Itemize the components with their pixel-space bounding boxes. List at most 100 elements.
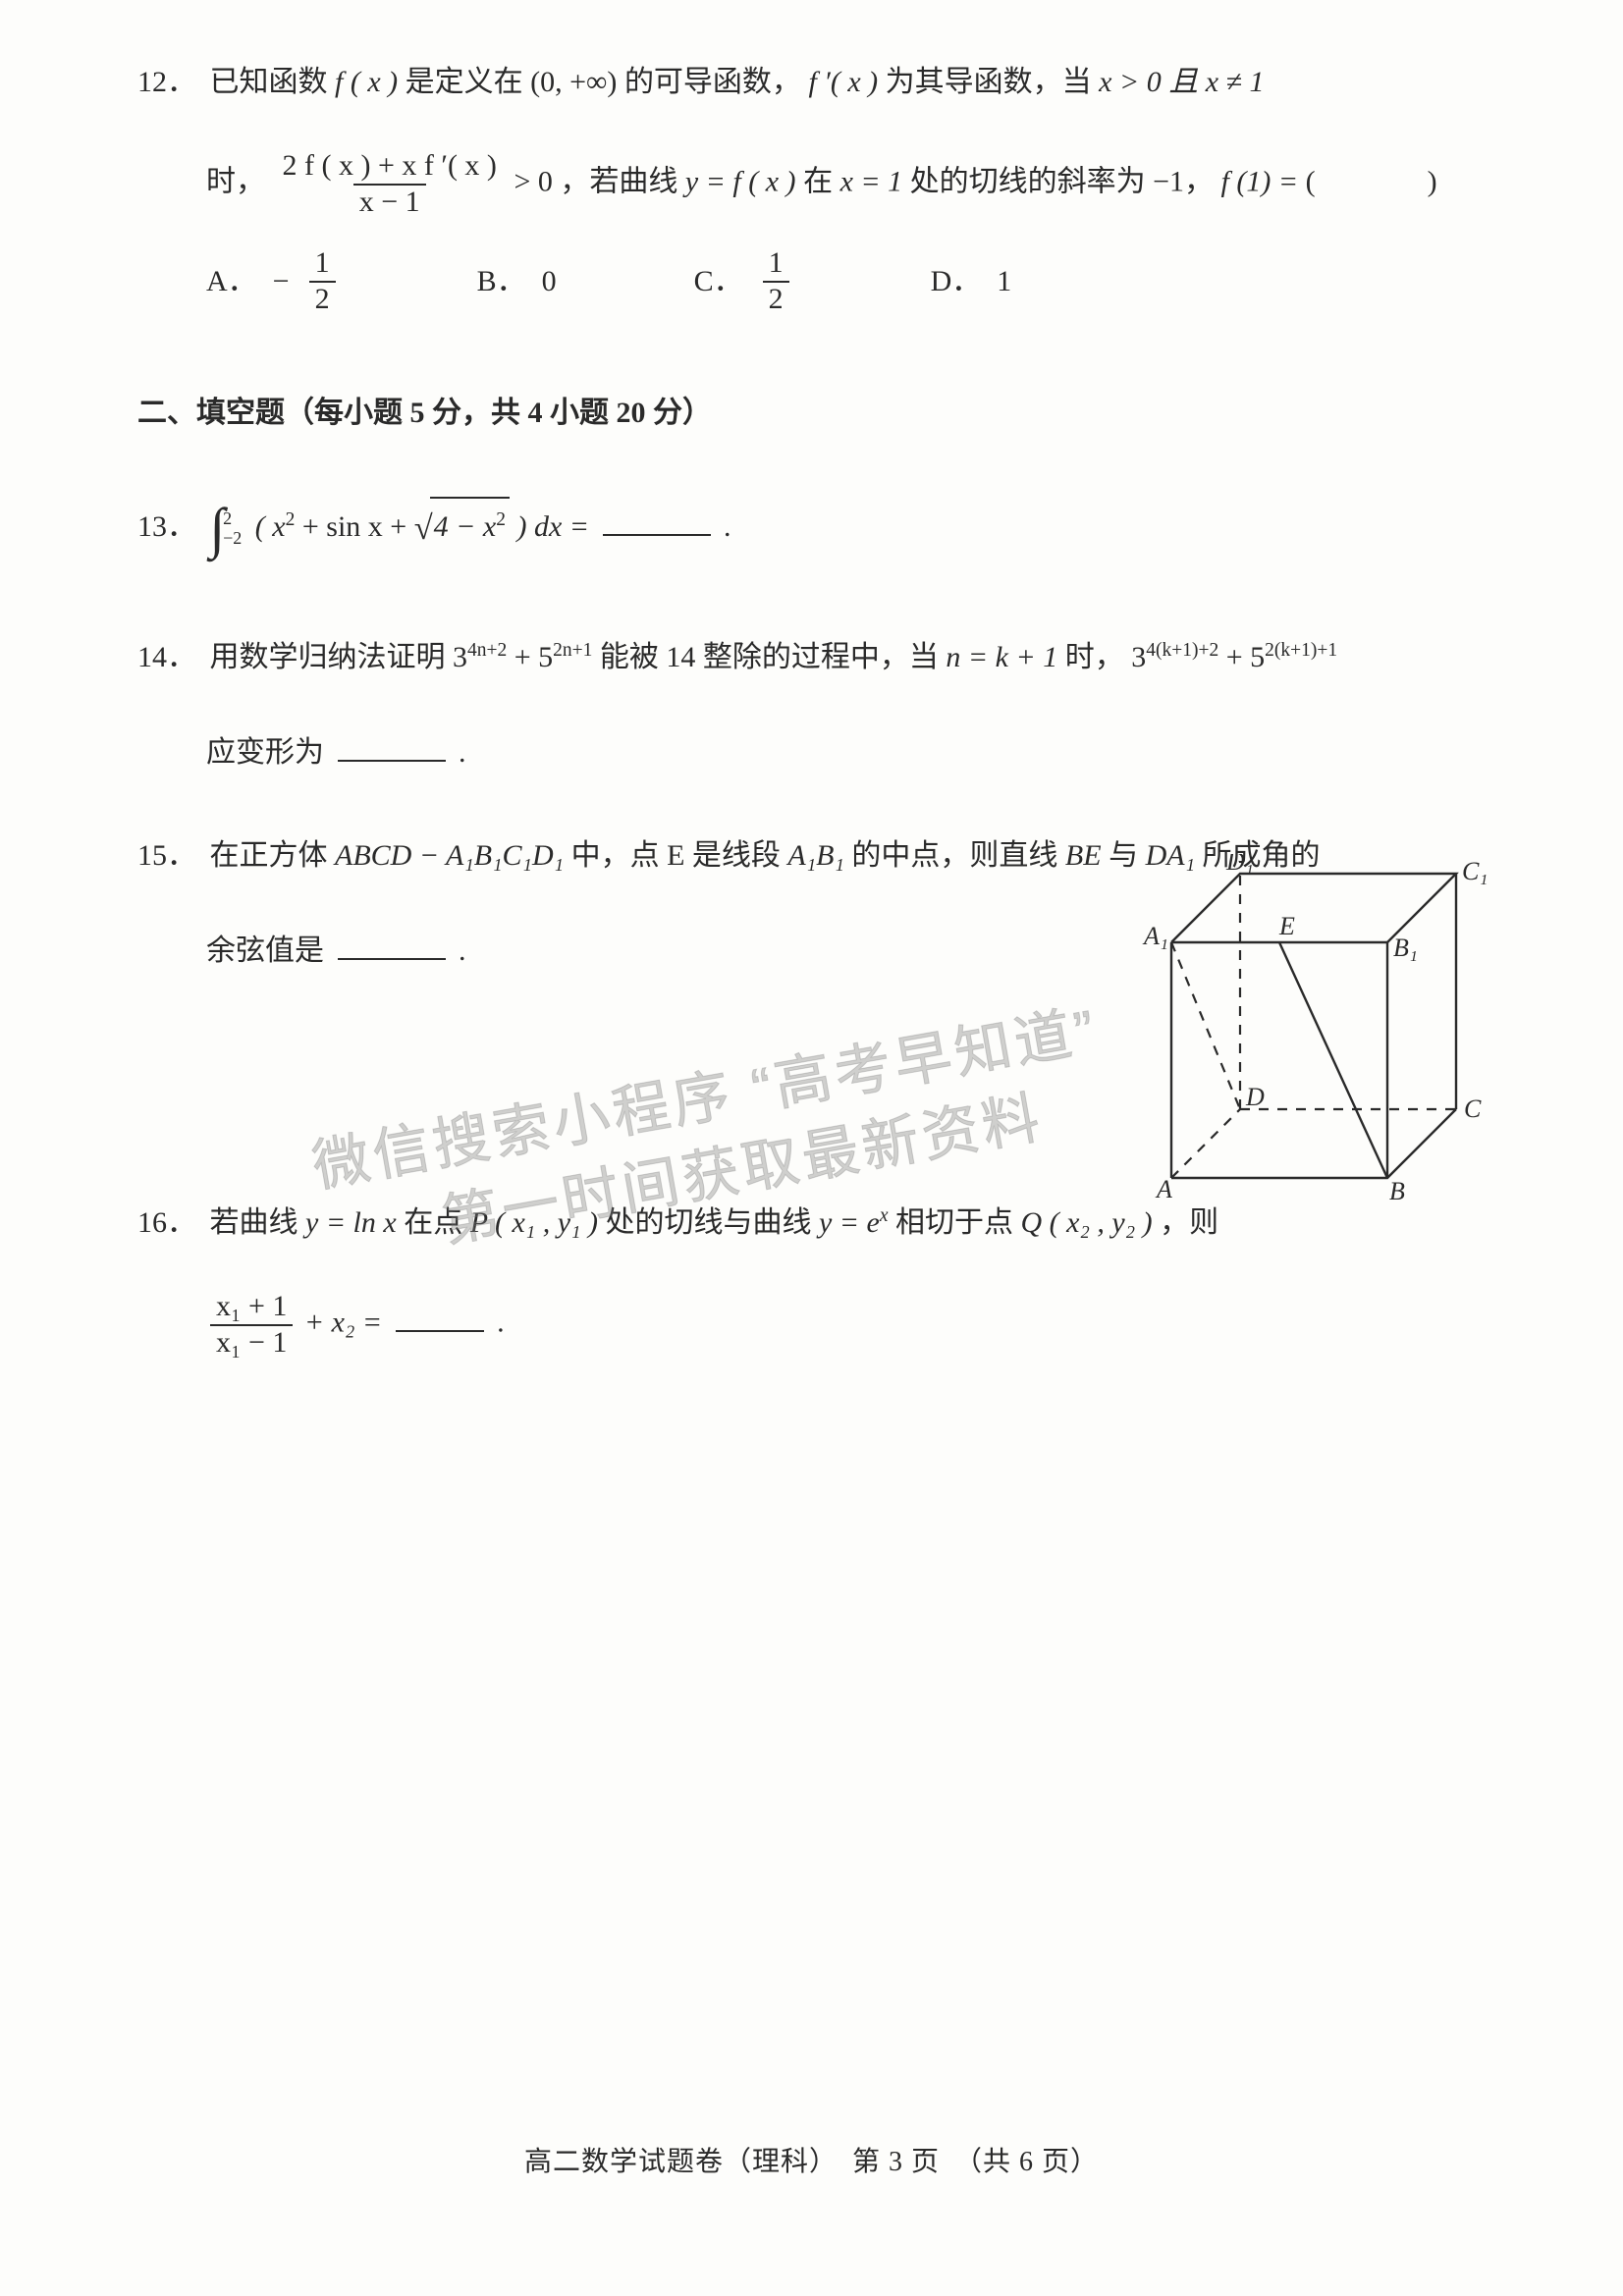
option-A-label: A． xyxy=(206,253,257,309)
sqrt: √ 4 − x2 xyxy=(414,497,510,561)
svg-text:B₁: B₁ xyxy=(1393,934,1418,962)
svg-text:A₁: A₁ xyxy=(1142,922,1168,950)
q14-text: 能被 14 整除的过程中，当 xyxy=(600,641,947,673)
q12-cond: x > 0 且 x ≠ 1 xyxy=(1099,66,1264,98)
period: . xyxy=(459,934,466,967)
q12-fx: f ( x ) xyxy=(335,66,398,98)
q12-options: A． − 1 2 B． 0 C． 1 2 D． 1 xyxy=(137,246,1515,316)
page-footer: 高二数学试题卷（理科） 第 3 页 （共 6 页） xyxy=(0,2136,1623,2188)
q12-text: 时， xyxy=(206,165,265,197)
answer-blank xyxy=(603,505,711,536)
q14-text: 用数学归纳法证明 xyxy=(210,641,454,673)
q12-x1: x = 1 xyxy=(840,165,903,197)
svg-text:C: C xyxy=(1464,1095,1482,1123)
period: . xyxy=(724,510,731,543)
q12-number: 12． xyxy=(137,54,202,110)
q12-frac-den: x − 1 xyxy=(353,184,426,220)
q16-P: P ( x₁ , y₁ ) xyxy=(470,1206,598,1239)
int-lower: −2 xyxy=(223,529,242,549)
q12-text: 在 xyxy=(803,165,840,197)
svg-text:B: B xyxy=(1389,1177,1405,1205)
q15-seg: A₁B₁ xyxy=(787,839,844,872)
question-14: 14． 用数学归纳法证明 34n+2 + 52n+1 能被 14 整除的过程中，… xyxy=(137,629,1515,780)
q12-text: ，若曲线 xyxy=(560,165,685,197)
q16-line2: x₁ + 1 x₁ − 1 + x₂ = . xyxy=(137,1290,1515,1360)
q14-line2: 应变形为 . xyxy=(137,724,1515,780)
cube-diagram: A B C D A₁ B₁ C₁ D₁ E xyxy=(1132,854,1495,1217)
option-B-val: 0 xyxy=(542,253,557,309)
q14-line1: 14． 用数学归纳法证明 34n+2 + 52n+1 能被 14 整除的过程中，… xyxy=(137,629,1515,685)
q15-number: 15． xyxy=(137,828,202,883)
exam-page: 12． 已知函数 f ( x ) 是定义在 (0, +∞) 的可导函数， f ′… xyxy=(0,0,1623,2296)
q12-text: 为其导函数，当 xyxy=(886,66,1100,98)
q12-text: 已知函数 xyxy=(210,66,336,98)
integrand: ( x2 + sin x + √ 4 − x2 ) dx = xyxy=(255,510,597,543)
option-A-frac: 1 2 xyxy=(309,246,336,316)
q14-nk: n = k + 1 xyxy=(946,641,1057,673)
q15-BE: BE xyxy=(1065,839,1102,872)
option-C-label: C． xyxy=(694,253,743,309)
q14-text: 时， xyxy=(1065,641,1124,673)
answer-blank xyxy=(338,730,446,762)
q16-number: 16． xyxy=(137,1195,202,1251)
q13-number: 13． xyxy=(137,499,202,555)
q16-text: 相切于点 xyxy=(895,1206,1021,1239)
option-B-label: B． xyxy=(477,253,526,309)
q12-frac-num: 2 f ( x ) + x f ′( x ) xyxy=(277,149,503,184)
option-D-label: D． xyxy=(931,253,982,309)
q16-lnx: y = ln x xyxy=(305,1206,397,1239)
q12-line2: 时， 2 f ( x ) + x f ′( x ) x − 1 > 0 ，若曲线… xyxy=(137,149,1515,219)
sqrt-body: 4 − x2 xyxy=(430,497,510,555)
svg-text:E: E xyxy=(1278,912,1295,940)
svg-text:C₁: C₁ xyxy=(1462,857,1488,885)
answer-blank xyxy=(338,929,446,960)
q16-text: 处的切线与曲线 xyxy=(605,1206,819,1239)
q15-text: 的中点，则直线 xyxy=(851,839,1065,872)
option-C-frac: 1 2 xyxy=(763,246,789,316)
period: . xyxy=(497,1307,505,1339)
q14-number: 14． xyxy=(137,629,202,685)
option-D-val: 1 xyxy=(997,253,1011,309)
q12-f1: f (1) = xyxy=(1221,165,1306,197)
q15-text: 余弦值是 xyxy=(206,934,324,967)
q16-frac: x₁ + 1 x₁ − 1 xyxy=(210,1290,293,1360)
question-13: 13． ∫ 2 −2 ( x2 + sin x + √ 4 − x2 ) dx … xyxy=(137,476,1515,582)
q12-fraction: 2 f ( x ) + x f ′( x ) x − 1 xyxy=(277,149,503,219)
integral: ∫ 2 −2 xyxy=(210,476,248,582)
q16-text: 在点 xyxy=(404,1206,470,1239)
option-D: D． 1 xyxy=(931,253,1012,309)
q16-ex: y = ex xyxy=(819,1206,895,1239)
q14-term2: 52n+1 xyxy=(538,641,600,673)
q14-text: 应变形为 xyxy=(206,736,324,769)
q16-text: 若曲线 xyxy=(210,1206,306,1239)
watermark-line1: 微信搜索小程序 “高考早知道” xyxy=(307,992,1105,1206)
q15-text: 在正方体 xyxy=(210,839,336,872)
question-12: 12． 已知函数 f ( x ) 是定义在 (0, +∞) 的可导函数， f ′… xyxy=(137,54,1515,316)
q12-domain: (0, +∞) xyxy=(530,66,617,98)
int-upper: 2 xyxy=(223,509,242,529)
svg-text:D₁: D₁ xyxy=(1225,854,1254,876)
option-B: B． 0 xyxy=(477,253,557,309)
svg-text:A: A xyxy=(1155,1175,1172,1203)
question-16: 16． 若曲线 y = ln x 在点 P ( x₁ , y₁ ) 处的切线与曲… xyxy=(137,1195,1515,1360)
period: . xyxy=(459,736,466,769)
q12-gt0: > 0 xyxy=(514,165,552,197)
q14-term1: 34n+2 xyxy=(453,641,514,673)
q15-cube: ABCD − A₁B₁C₁D₁ xyxy=(335,839,564,872)
option-A: A． − 1 2 xyxy=(206,246,340,316)
option-A-sign: − xyxy=(273,253,290,309)
q12-text: 的可导函数， xyxy=(624,66,801,98)
q14-term4: 52(k+1)+1 xyxy=(1250,641,1337,673)
answer-paren: ( ) xyxy=(1306,165,1455,197)
option-C: C． 1 2 xyxy=(694,246,793,316)
q12-text: 处的切线的斜率为 −1， xyxy=(910,165,1214,197)
cube-svg-icon: A B C D A₁ B₁ C₁ D₁ E xyxy=(1132,854,1495,1217)
q12-yfx: y = f ( x ) xyxy=(685,165,796,197)
q12-text: 是定义在 xyxy=(406,66,531,98)
q12-fprime: f ′( x ) xyxy=(808,66,878,98)
q14-term3: 34(k+1)+2 xyxy=(1131,641,1225,673)
svg-text:D: D xyxy=(1245,1083,1265,1111)
q16-plus-x2: + x₂ = xyxy=(304,1307,390,1339)
q12-line1: 12． 已知函数 f ( x ) 是定义在 (0, +∞) 的可导函数， f ′… xyxy=(137,54,1515,110)
section-2-heading: 二、填空题（每小题 5 分，共 4 小题 20 分） xyxy=(137,385,1515,441)
